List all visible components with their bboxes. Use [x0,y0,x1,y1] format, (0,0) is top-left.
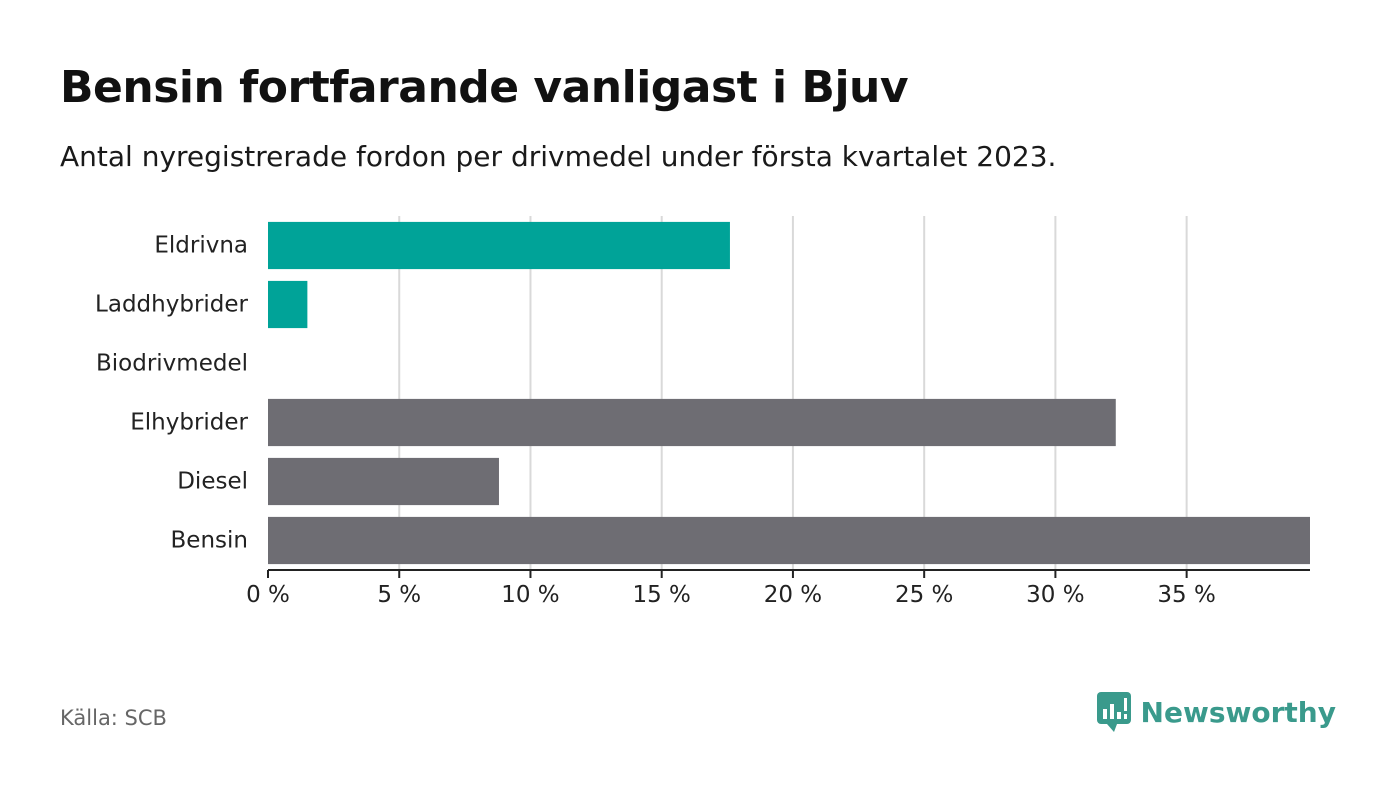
bar [268,280,308,329]
x-tick-label: 10 % [501,582,559,608]
x-tick-label: 30 % [1026,582,1084,608]
category-label: Biodrivmedel [96,351,248,377]
source-note: Källa: SCB [60,706,167,730]
category-label: Elhybrider [130,410,248,436]
x-tick-label: 35 % [1157,582,1215,608]
chart-subtitle: Antal nyregistrerade fordon per drivmede… [60,140,1057,173]
x-tick-label: 20 % [764,582,822,608]
category-label: Eldrivna [154,233,248,259]
chart-title: Bensin fortfarande vanligast i Bjuv [60,62,909,113]
x-tick-label: 25 % [895,582,953,608]
category-label: Diesel [177,469,248,495]
x-tick-label: 0 % [246,582,290,608]
x-tick-label: 5 % [377,582,421,608]
bar [268,516,1310,565]
bar [268,221,730,270]
category-label: Laddhybrider [95,292,248,318]
bar [268,457,499,506]
x-tick-label: 15 % [632,582,690,608]
category-label: Bensin [171,528,248,554]
brand-name: Newsworthy [1140,695,1336,729]
bar [268,398,1116,447]
brand-logo: Newsworthy [1096,692,1336,732]
newsworthy-logo-icon [1096,692,1131,732]
